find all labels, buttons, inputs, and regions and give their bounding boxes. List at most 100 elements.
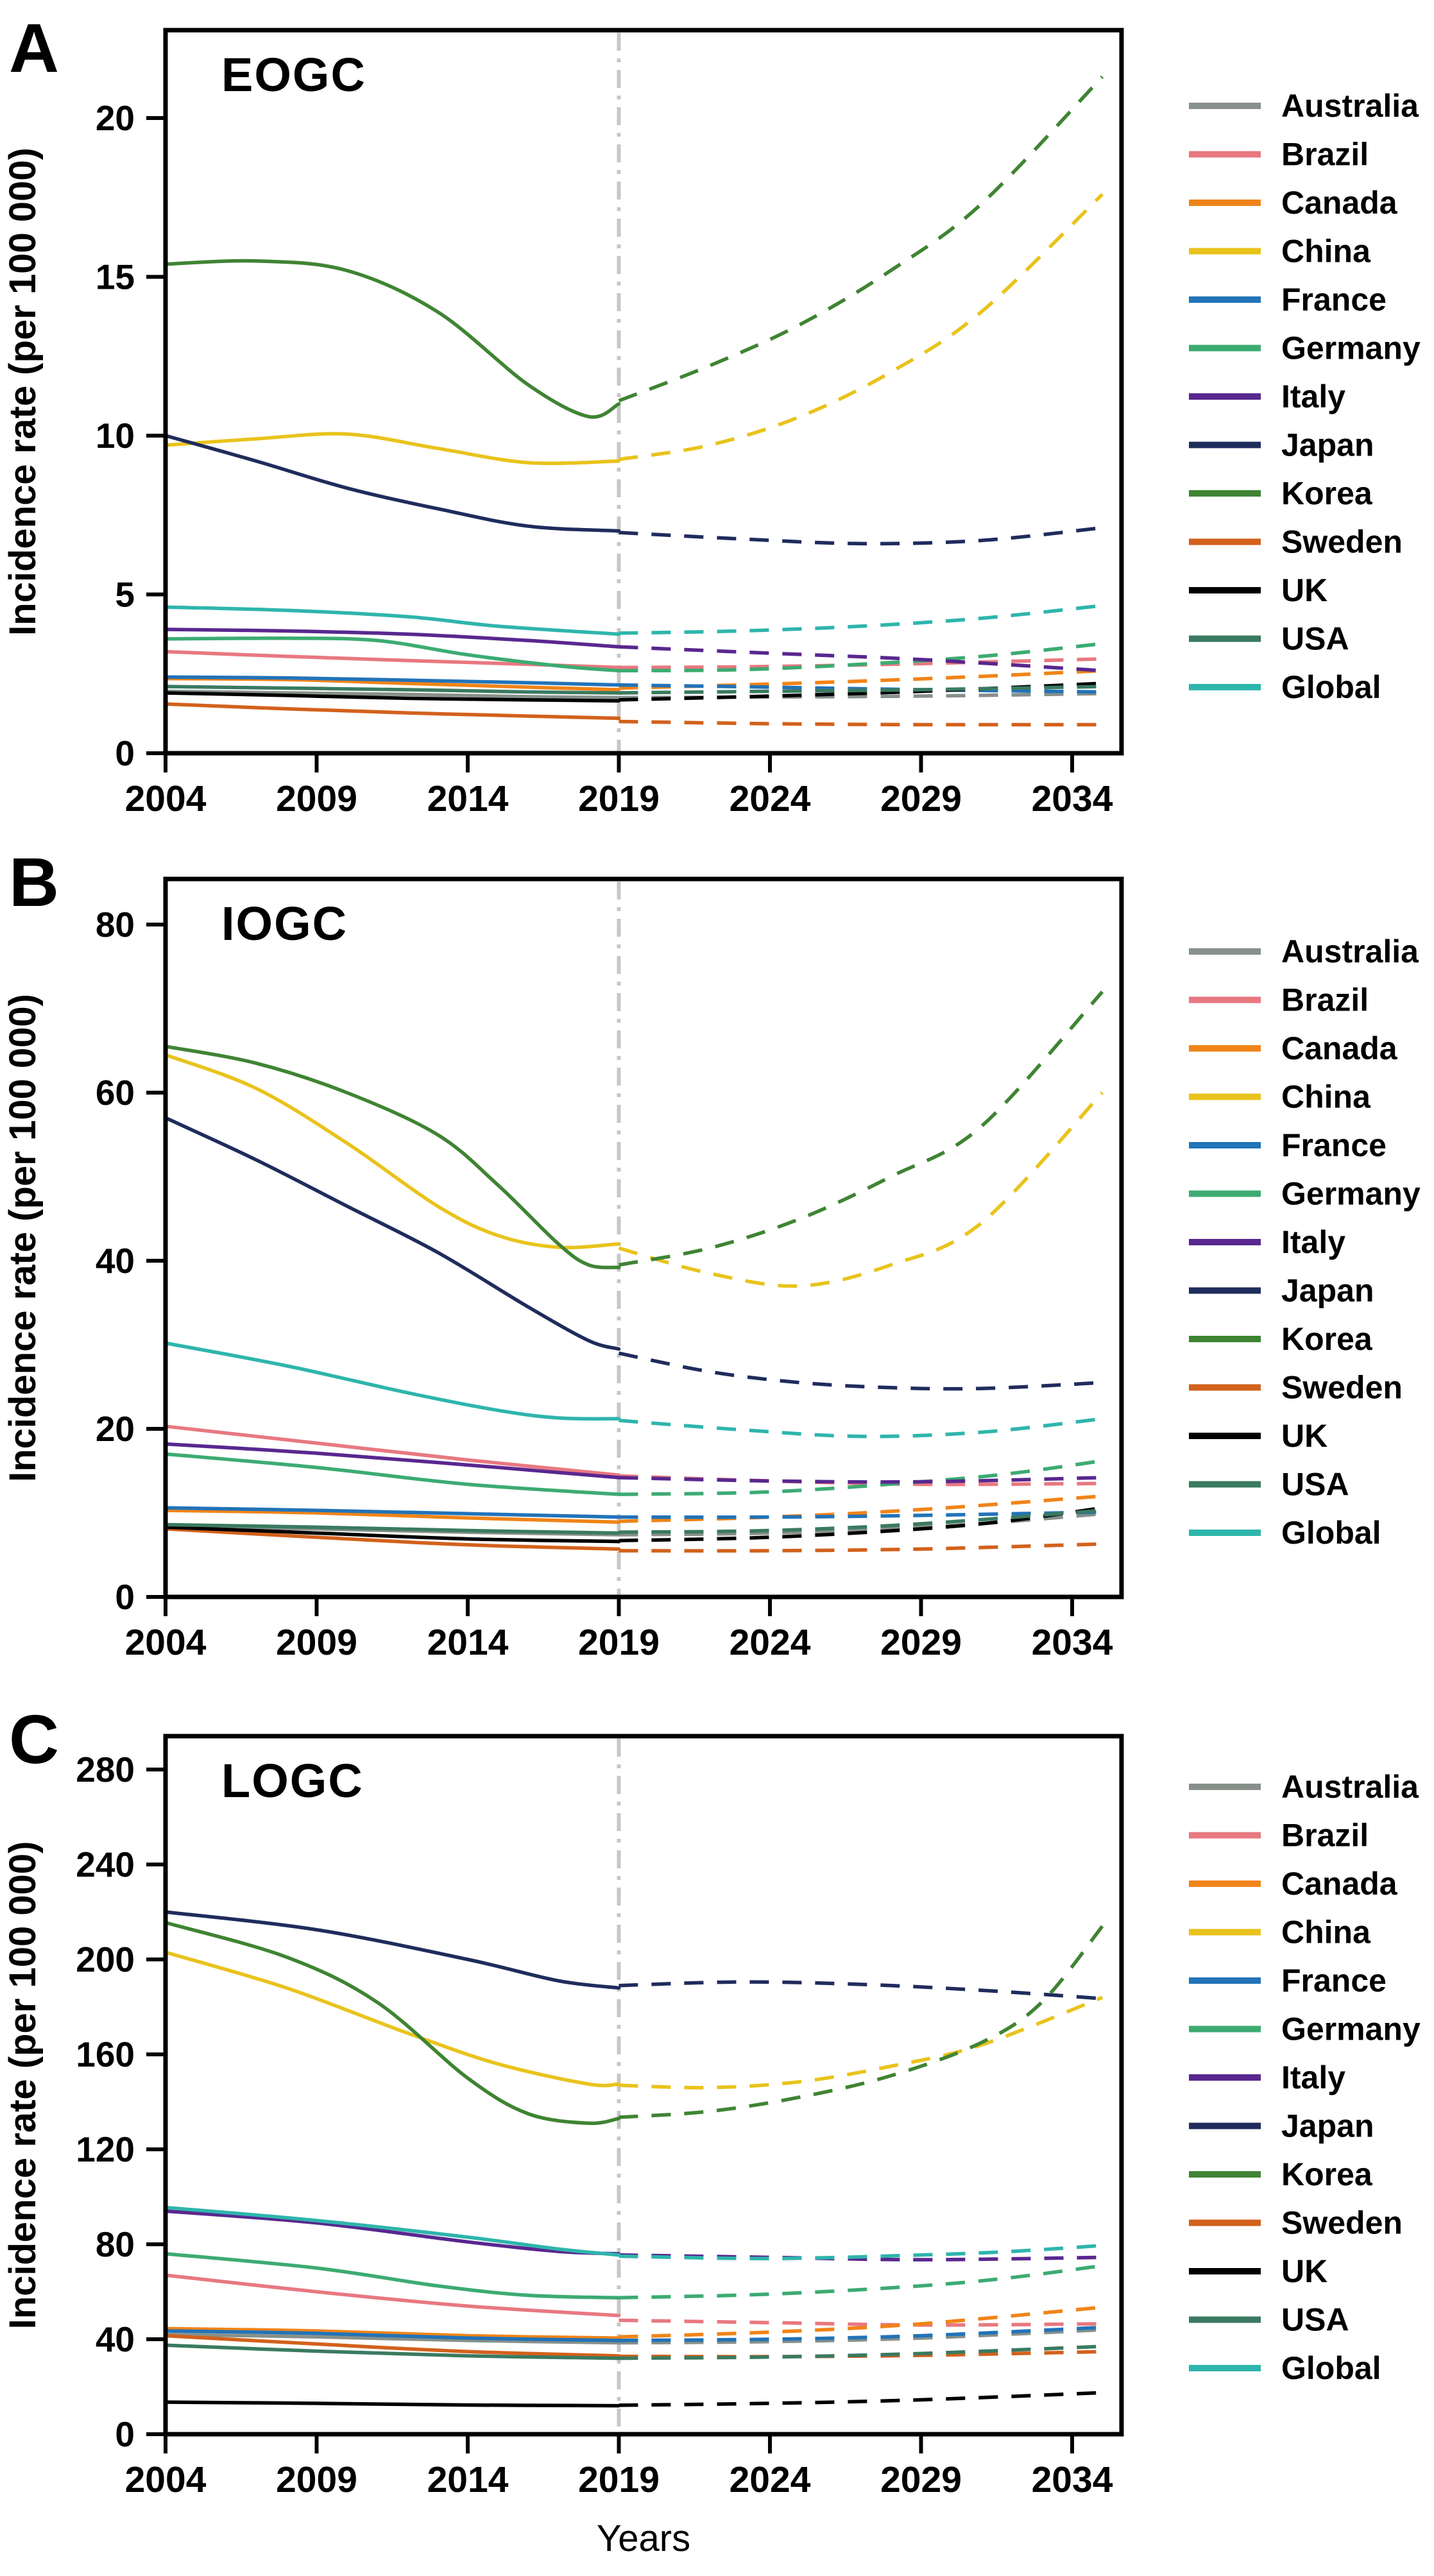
- legend-label-germany: Germany: [1281, 330, 1421, 366]
- x-tick-label: 2029: [880, 1622, 962, 1663]
- series-projected-italy: [619, 645, 1103, 673]
- legend-label-sweden: Sweden: [1281, 1370, 1403, 1406]
- x-tick-label: 2034: [1032, 1622, 1113, 1663]
- series-observed-sweden: [164, 1527, 621, 1551]
- series-projected-france: [619, 2325, 1103, 2342]
- y-tick-label: 40: [96, 1241, 135, 1281]
- legend-label-global: Global: [1281, 1515, 1381, 1551]
- x-tick-label: 2019: [578, 2459, 660, 2500]
- legend-label-france: France: [1281, 1963, 1387, 1999]
- legend-label-uk: UK: [1281, 1418, 1327, 1454]
- legend-label-italy: Italy: [1281, 1224, 1345, 1260]
- series-projected-usa: [619, 2344, 1103, 2360]
- x-tick-label: 2024: [730, 778, 811, 819]
- x-tick-label: 2004: [125, 2459, 207, 2500]
- legend-label-sweden: Sweden: [1281, 524, 1403, 560]
- y-tick-label: 40: [96, 2319, 135, 2359]
- legend-label-canada: Canada: [1281, 1866, 1398, 1902]
- series-projected-korea: [619, 1925, 1104, 2119]
- x-tick-label: 2034: [1032, 2459, 1113, 2500]
- x-tick-label: 2004: [125, 1622, 207, 1663]
- legend-label-korea: Korea: [1281, 1321, 1373, 1357]
- series-projected-canada: [619, 1494, 1103, 1523]
- y-tick-label: 20: [96, 1409, 135, 1449]
- y-tick-label: 20: [96, 98, 135, 138]
- y-tick-label: 0: [115, 2414, 135, 2454]
- series-projected-uk: [619, 2391, 1103, 2407]
- legend-label-uk: UK: [1281, 2253, 1327, 2289]
- series-projected-uk: [619, 1506, 1103, 1542]
- series-projected-australia: [619, 1512, 1103, 1537]
- series-projected-korea: [618, 990, 1104, 1267]
- legend-label-canada: Canada: [1281, 185, 1398, 221]
- x-tick-label: 2034: [1032, 778, 1113, 819]
- series-projected-china: [618, 1091, 1104, 1288]
- legend-label-brazil: Brazil: [1281, 137, 1369, 173]
- y-tick-label: 200: [76, 1940, 135, 1979]
- series-projected-global: [619, 2244, 1103, 2260]
- legend-label-uk: UK: [1281, 572, 1327, 608]
- x-tick-label: 2024: [730, 2459, 811, 2500]
- legend-label-italy: Italy: [1281, 2060, 1345, 2095]
- x-axis-label: Years: [597, 2518, 690, 2559]
- series-observed-germany: [164, 1452, 621, 1496]
- series-projected-china: [619, 1995, 1104, 2090]
- legend-label-germany: Germany: [1281, 1176, 1421, 1212]
- legend-label-usa: USA: [1281, 2302, 1349, 2338]
- series-observed-sweden: [164, 702, 621, 721]
- series-observed-usa: [164, 685, 621, 695]
- y-tick-label: 160: [76, 2034, 135, 2074]
- series-projected-australia: [619, 2328, 1103, 2345]
- series-projected-france: [619, 683, 1103, 694]
- series-projected-germany: [619, 642, 1103, 673]
- legend-label-france: France: [1281, 282, 1387, 318]
- x-tick-label: 2019: [578, 1622, 660, 1663]
- x-tick-label: 2004: [125, 778, 207, 819]
- y-tick-label: 10: [96, 416, 135, 456]
- series-observed-global: [164, 2205, 621, 2257]
- x-tick-label: 2014: [427, 778, 509, 819]
- panel-letter: A: [9, 9, 59, 87]
- series-observed-sweden: [164, 2333, 621, 2358]
- y-axis-label: Incidence rate (per 100 000): [2, 994, 44, 1482]
- legend-label-france: France: [1281, 1127, 1387, 1163]
- series-observed-italy: [164, 2209, 621, 2256]
- series-observed-uk: [164, 691, 621, 703]
- legend-label-korea: Korea: [1281, 2156, 1373, 2192]
- series-projected-japan: [618, 1351, 1103, 1391]
- series-observed-korea: [164, 1045, 621, 1270]
- panel-letter: C: [9, 1700, 59, 1778]
- y-tick-label: 240: [76, 1845, 135, 1884]
- legend-label-australia: Australia: [1281, 1769, 1419, 1805]
- x-tick-label: 2009: [276, 2459, 357, 2500]
- series-observed-japan: [164, 1910, 621, 1990]
- series-projected-korea: [618, 75, 1104, 403]
- legend-label-japan: Japan: [1281, 2108, 1374, 2144]
- y-tick-label: 80: [96, 905, 135, 944]
- legend-label-usa: USA: [1281, 1467, 1349, 1503]
- y-tick-label: 120: [76, 2129, 135, 2169]
- series-observed-australia: [164, 2332, 621, 2345]
- series-observed-canada: [164, 1508, 621, 1524]
- plot-border: [163, 28, 1124, 756]
- legend-label-china: China: [1281, 1079, 1371, 1115]
- series-observed-japan: [164, 1116, 621, 1351]
- series-observed-france: [164, 2329, 621, 2342]
- legend-label-global: Global: [1281, 669, 1381, 705]
- series-observed-china: [164, 1950, 621, 2088]
- panel-B: 0 20 40 60 80 2004 2009 2014 2019 2024 2029 2034 B IO…: [2, 843, 1421, 1663]
- y-axis-label: Incidence rate (per 100 000): [2, 1841, 44, 2330]
- series-observed-korea: [164, 1920, 621, 2126]
- series-observed-korea: [164, 259, 621, 419]
- series-observed-italy: [164, 627, 621, 649]
- legend-label-italy: Italy: [1281, 379, 1345, 414]
- x-tick-label: 2014: [427, 1622, 509, 1663]
- legend-label-australia: Australia: [1281, 934, 1419, 969]
- legend-label-canada: Canada: [1281, 1030, 1398, 1066]
- series-observed-brazil: [164, 1424, 621, 1477]
- legend-label-china: China: [1281, 234, 1371, 269]
- series-observed-china: [164, 432, 621, 465]
- series-observed-uk: [164, 2400, 621, 2408]
- panel-title: EOGC: [221, 48, 366, 101]
